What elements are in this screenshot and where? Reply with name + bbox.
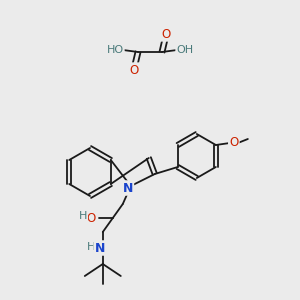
Text: O: O bbox=[129, 64, 139, 76]
Text: O: O bbox=[86, 212, 95, 224]
Text: N: N bbox=[94, 242, 105, 254]
Text: OH: OH bbox=[176, 45, 194, 55]
Text: H: H bbox=[87, 242, 95, 252]
Text: H: H bbox=[79, 211, 87, 221]
Text: O: O bbox=[161, 28, 171, 40]
Text: HO: HO bbox=[106, 45, 124, 55]
Text: N: N bbox=[123, 182, 133, 194]
Text: O: O bbox=[229, 136, 239, 149]
